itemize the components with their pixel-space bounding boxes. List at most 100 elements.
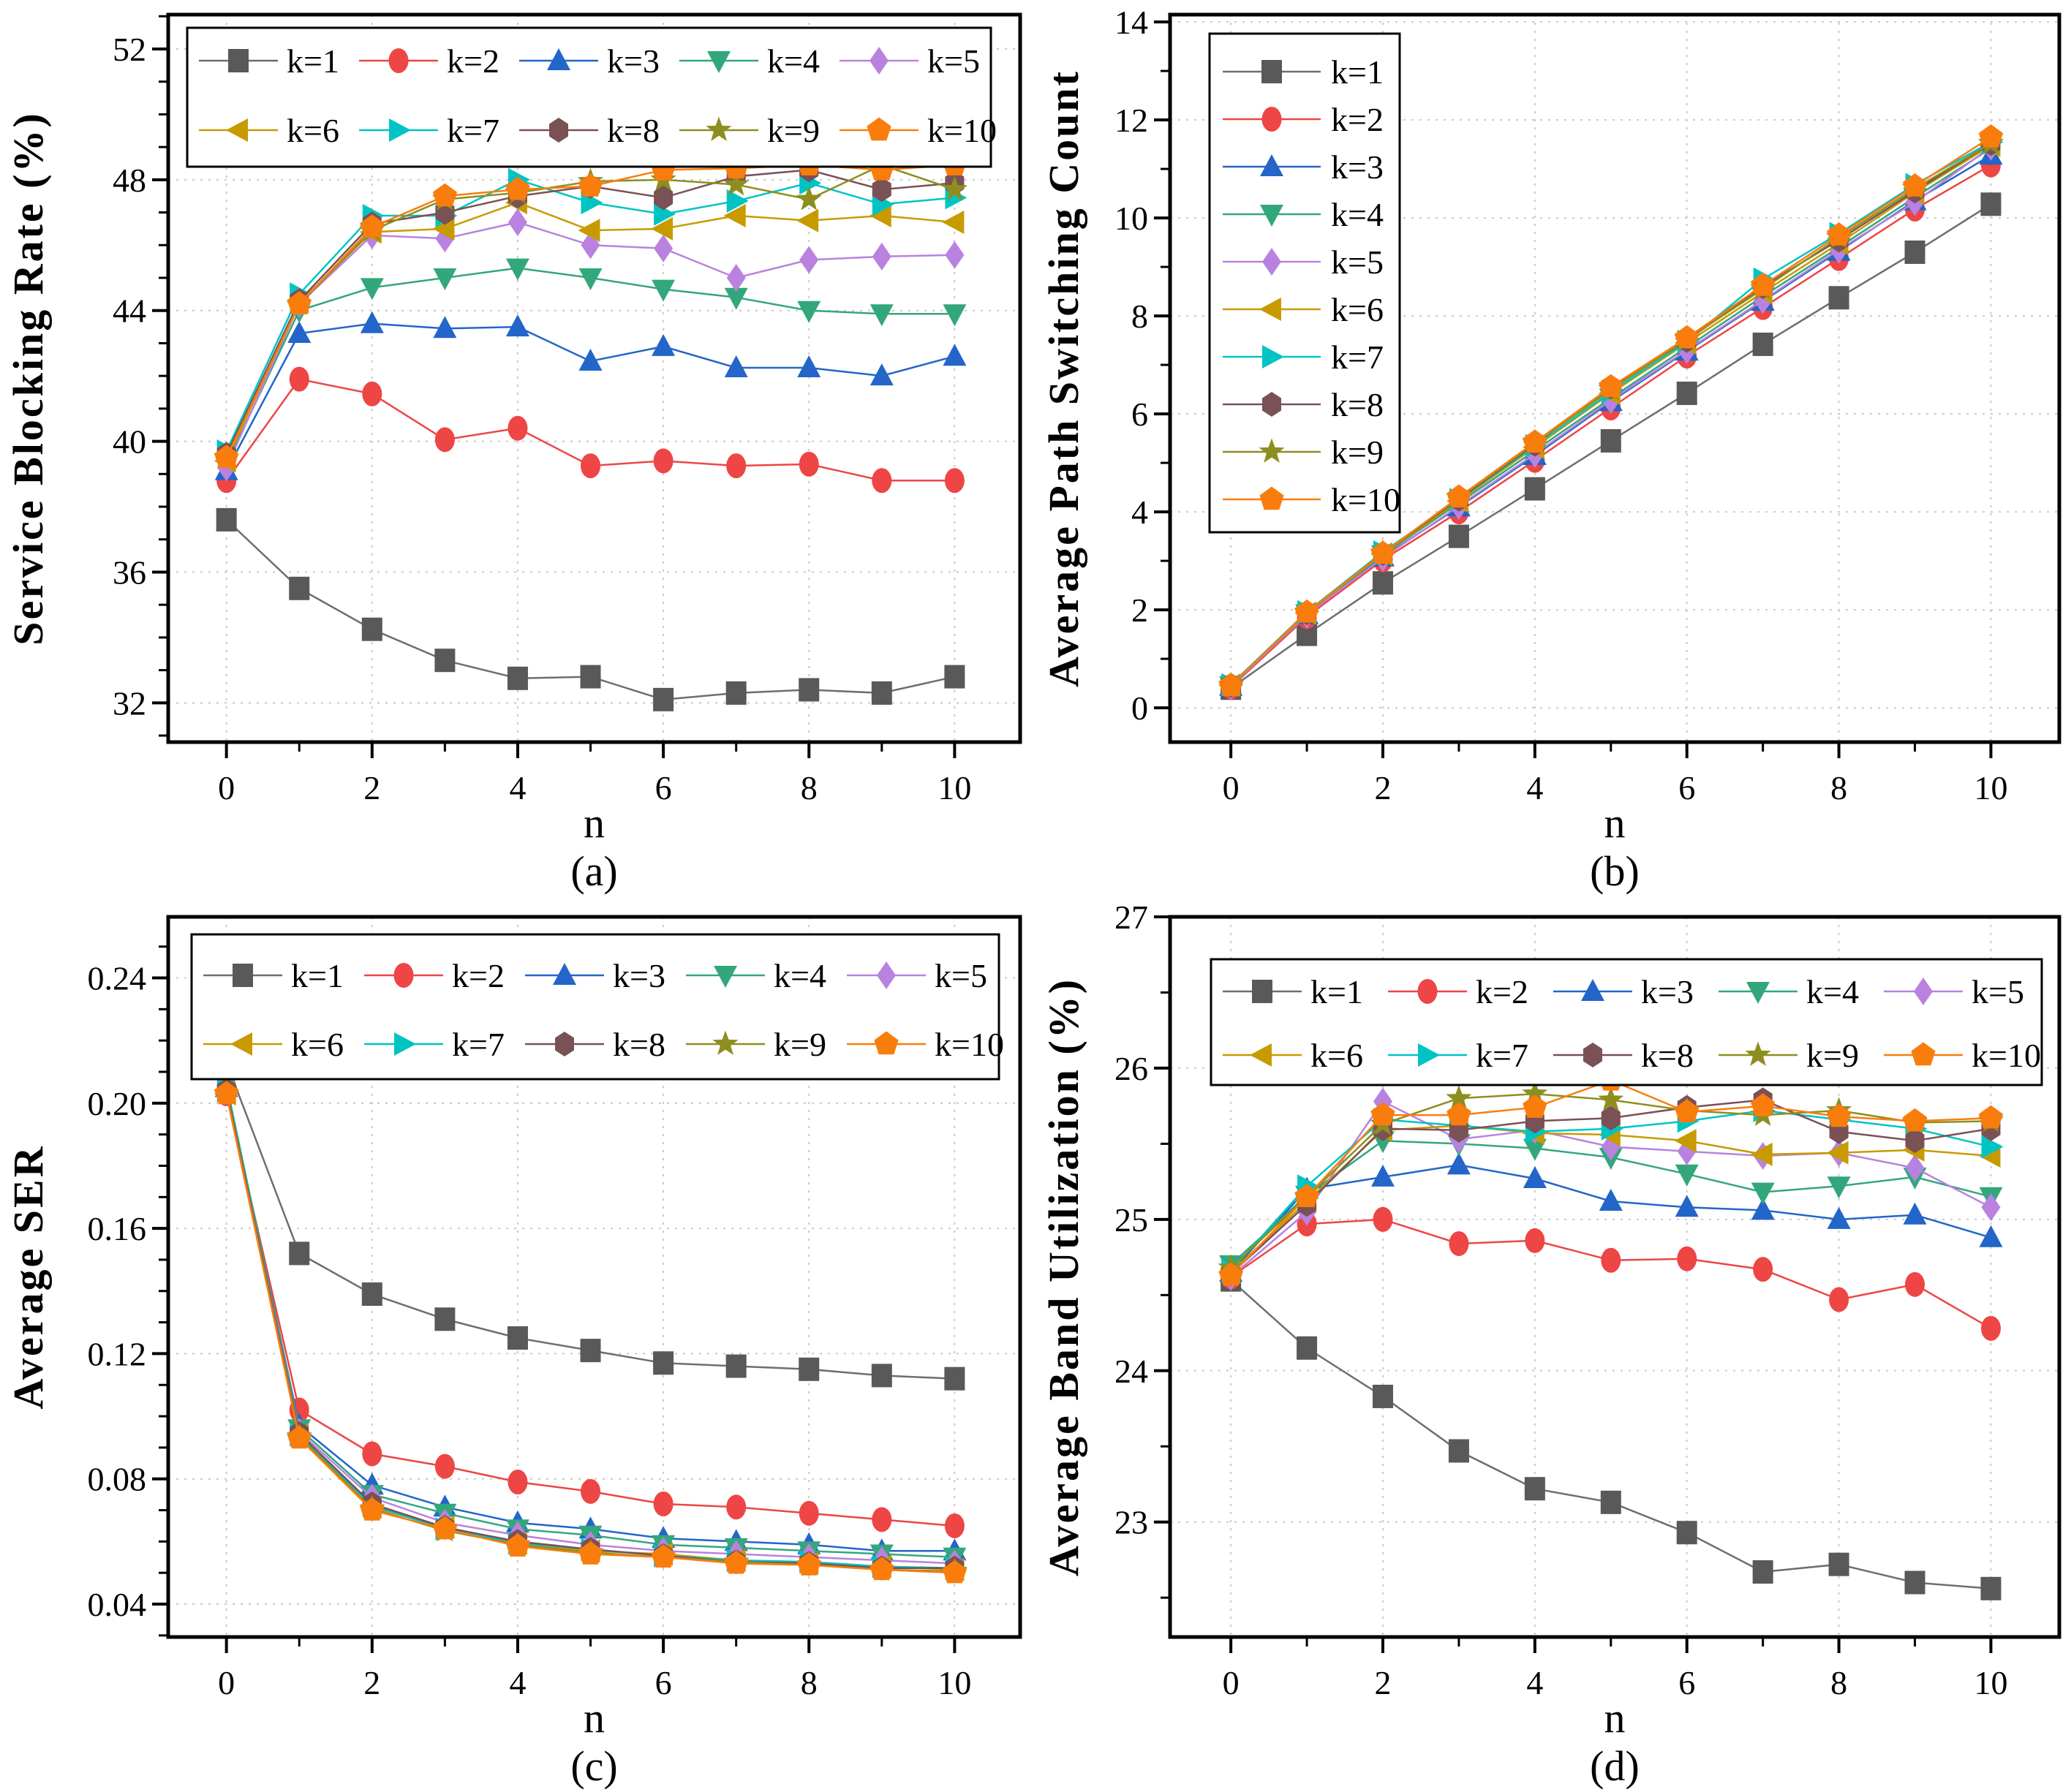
x-tick-label: 4 — [1526, 1664, 1543, 1701]
marker-diamond-icon — [945, 241, 965, 269]
legend-entry: k=1 — [203, 957, 344, 994]
marker-pentagon-icon — [505, 176, 530, 200]
marker-square-icon — [1752, 1560, 1773, 1584]
marker-pentagon-icon — [1827, 1103, 1852, 1127]
x-tick-label: 2 — [363, 769, 380, 806]
marker-triangle-up-icon — [1446, 1152, 1471, 1175]
legend: k=1 k=2 k=3 k=4 k=5 k=6 k=7 k=8 k=9 k=10 — [1208, 32, 1401, 534]
legend-entry: k=5 — [1223, 243, 1384, 281]
marker-star-icon — [712, 1030, 739, 1055]
marker-triangle-left-icon — [796, 208, 819, 232]
x-tick-label: 10 — [938, 769, 971, 806]
x-axis-title: n — [1604, 1694, 1626, 1742]
panel-caption: (c) — [570, 1742, 617, 1790]
legend-entry: k=2 — [359, 42, 499, 80]
legend-box — [1208, 32, 1401, 534]
legend-entry: k=2 — [1223, 101, 1384, 138]
marker-circle-icon — [799, 451, 819, 477]
y-tick-label: 6 — [1131, 396, 1148, 433]
marker-square-icon — [799, 678, 820, 702]
marker-pentagon-icon — [1902, 1108, 1928, 1132]
marker-pentagon-icon — [1978, 124, 2004, 148]
legend: k=1 k=2 k=3 k=4 k=5 k=6 k=7 k=8 k=9 k=10 — [190, 933, 1004, 1081]
marker-triangle-down-icon — [578, 268, 603, 290]
y-tick-label: 48 — [113, 162, 146, 199]
marker-circle-icon — [1829, 1287, 1849, 1312]
legend-label: k=4 — [1806, 973, 1859, 1010]
marker-triangle-up-icon — [652, 333, 676, 356]
y-tick-label: 4 — [1131, 494, 1148, 531]
marker-pentagon-icon — [578, 173, 603, 197]
panel-chart-c: 0 2 4 6 8 10 0.04 0.08 0.12 0.16 0.20 0.24 Average S… — [4, 915, 1022, 1790]
marker-pentagon-icon — [287, 291, 312, 314]
y-tick-label: 0 — [1131, 689, 1148, 727]
legend-entry: k=3 — [525, 957, 665, 994]
legend-label: k=2 — [452, 957, 505, 994]
legend-label: k=9 — [774, 1026, 826, 1063]
marker-circle-icon — [289, 366, 309, 392]
marker-triangle-left-icon — [1826, 1141, 1849, 1165]
x-tick-label: 4 — [509, 769, 526, 806]
legend-label: k=6 — [1310, 1037, 1363, 1074]
marker-star-icon — [706, 116, 732, 141]
y-tick-label: 24 — [1114, 1353, 1148, 1390]
series-k=10 — [214, 1081, 967, 1584]
legend-entry: k=8 — [519, 112, 660, 149]
legend-entry: k=4 — [686, 957, 826, 994]
marker-circle-icon — [1980, 1315, 2001, 1341]
marker-triangle-left-icon — [230, 1032, 252, 1056]
legend-label: k=3 — [1641, 973, 1694, 1010]
legend-label: k=5 — [1331, 243, 1384, 281]
marker-triangle-up-icon — [1523, 1166, 1547, 1188]
series-k=1 — [1221, 1268, 2002, 1600]
marker-square-icon — [1904, 240, 1925, 264]
marker-circle-icon — [508, 415, 528, 441]
legend-label: k=2 — [1331, 101, 1384, 138]
marker-square-icon — [289, 1241, 310, 1266]
panel-caption: (d) — [1590, 1742, 1640, 1790]
marker-diamond-icon — [869, 47, 889, 75]
marker-square-icon — [228, 49, 249, 72]
legend-label: k=2 — [447, 42, 499, 80]
marker-triangle-left-icon — [578, 219, 600, 243]
marker-triangle-down-icon — [360, 278, 384, 300]
legend-label: k=10 — [927, 112, 997, 149]
y-tick-label: 0.20 — [88, 1085, 147, 1122]
marker-square-icon — [1828, 286, 1849, 310]
legend-entry: k=1 — [1223, 53, 1384, 91]
marker-pentagon-icon — [1218, 1262, 1243, 1286]
axis-ticks — [152, 15, 957, 758]
legend-entry: k=6 — [1223, 1037, 1363, 1074]
x-tick-label: 6 — [1678, 769, 1695, 806]
x-tick-label: 4 — [1526, 769, 1543, 806]
marker-circle-icon — [1449, 1230, 1469, 1256]
marker-triangle-left-icon — [869, 204, 891, 227]
legend-entry: k=4 — [1223, 196, 1384, 233]
legend-label: k=4 — [767, 42, 820, 80]
marker-square-icon — [507, 666, 528, 690]
marker-diamond-icon — [877, 961, 896, 989]
marker-circle-icon — [1525, 1228, 1545, 1253]
x-tick-label: 10 — [938, 1664, 971, 1701]
y-tick-label: 0.12 — [88, 1335, 147, 1372]
marker-triangle-right-icon — [1981, 1135, 2004, 1159]
marker-pentagon-icon — [1294, 1184, 1319, 1207]
marker-circle-icon — [393, 963, 414, 988]
marker-circle-icon — [872, 468, 892, 494]
marker-diamond-icon — [872, 242, 891, 271]
marker-triangle-left-icon — [651, 216, 674, 241]
marker-hexagon-icon — [1905, 1128, 1925, 1154]
legend: k=1 k=2 k=3 k=4 k=5 k=6 k=7 k=8 k=9 k=10 — [186, 26, 997, 168]
marker-triangle-left-icon — [1674, 1129, 1697, 1153]
legend-label: k=2 — [1476, 973, 1528, 1010]
marker-triangle-left-icon — [1750, 1142, 1773, 1166]
marker-circle-icon — [1373, 1206, 1393, 1232]
legend-entry: k=2 — [1388, 973, 1528, 1010]
x-tick-label: 8 — [801, 1664, 818, 1701]
x-tick-label: 0 — [218, 769, 235, 806]
legend-entry: k=3 — [519, 42, 660, 80]
series-line — [225, 322, 955, 472]
series-k=2 — [216, 366, 965, 494]
marker-circle-icon — [434, 427, 455, 453]
